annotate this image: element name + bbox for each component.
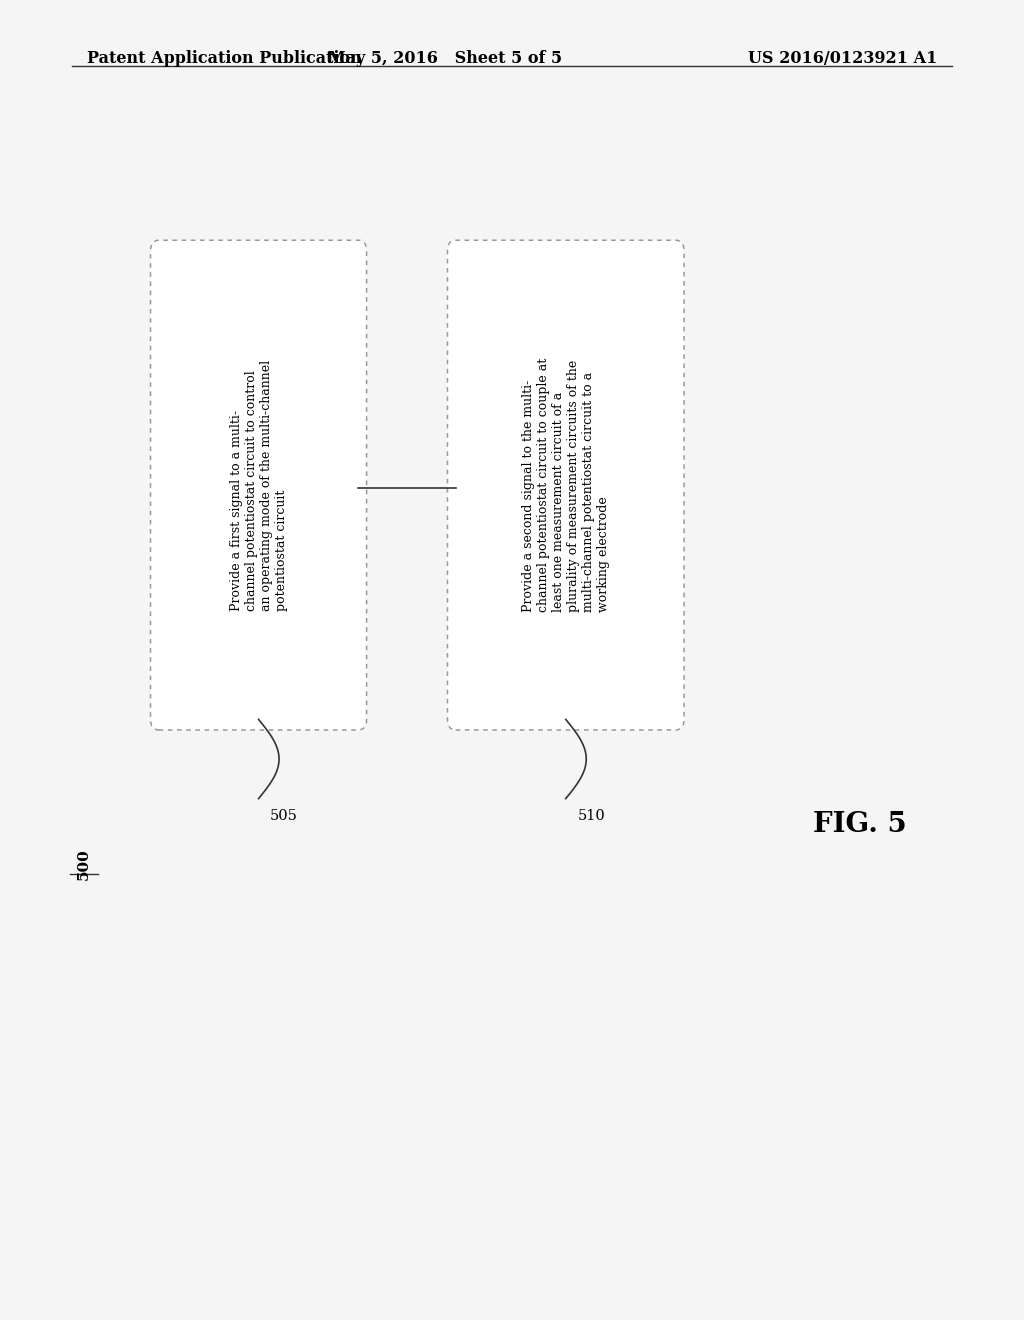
Text: FIG. 5: FIG. 5	[813, 812, 907, 838]
Text: 510: 510	[578, 809, 605, 824]
Text: May 5, 2016   Sheet 5 of 5: May 5, 2016 Sheet 5 of 5	[329, 50, 562, 67]
Text: US 2016/0123921 A1: US 2016/0123921 A1	[748, 50, 937, 67]
Text: Provide a first signal to a multi-
channel potentiostat circuit to control
an op: Provide a first signal to a multi- chann…	[229, 359, 288, 611]
Text: 505: 505	[270, 809, 298, 824]
Text: Provide a second signal to the multi-
channel potentiostat circuit to couple at
: Provide a second signal to the multi- ch…	[522, 358, 609, 612]
Text: Patent Application Publication: Patent Application Publication	[87, 50, 361, 67]
FancyBboxPatch shape	[447, 240, 684, 730]
Text: 500: 500	[77, 849, 91, 880]
FancyBboxPatch shape	[151, 240, 367, 730]
